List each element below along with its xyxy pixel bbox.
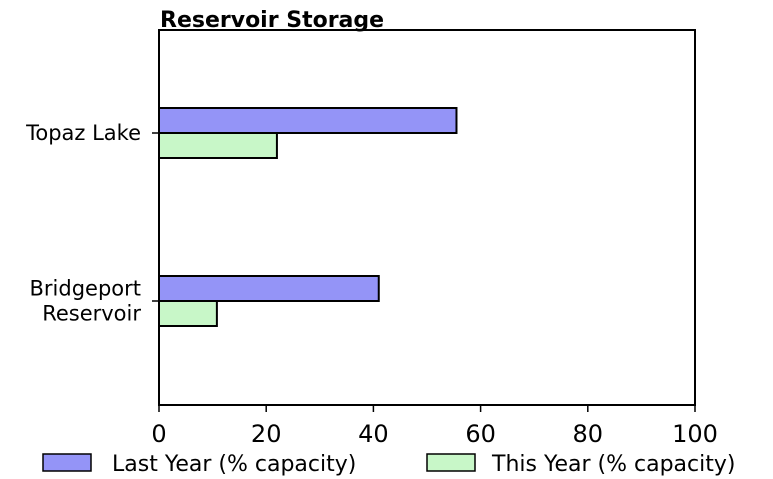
x-tick-label: 40: [358, 420, 389, 448]
bar-last-year-bridgeport-reservoir: [158, 275, 380, 302]
legend: Last Year (% capacity) This Year (% capac…: [42, 452, 735, 477]
x-tick-label: 100: [672, 420, 718, 448]
y-axis: Topaz Lake Bridgeport Reservoir: [25, 121, 159, 326]
legend-label: Last Year (% capacity): [112, 452, 356, 477]
x-tick-label: 0: [151, 420, 166, 448]
chart-title: Reservoir Storage: [160, 8, 384, 33]
legend-swatch: [42, 453, 92, 472]
y-tick-label: Topaz Lake: [25, 121, 141, 145]
legend-swatch: [426, 453, 476, 472]
plot-area-frame: [158, 29, 696, 406]
bar-this-year-topaz-lake: [158, 132, 278, 159]
legend-label: This Year (% capacity): [491, 452, 735, 477]
x-tick-label: 80: [573, 420, 604, 448]
x-axis: 0 20 40 60 80 100: [151, 405, 718, 448]
x-tick-label: 20: [251, 420, 282, 448]
bar-last-year-topaz-lake: [158, 107, 458, 134]
bar-this-year-bridgeport-reservoir: [158, 300, 218, 327]
y-tick-label: Bridgeport Reservoir: [29, 277, 141, 326]
bar-group: [158, 107, 458, 327]
x-tick-label: 60: [465, 420, 496, 448]
